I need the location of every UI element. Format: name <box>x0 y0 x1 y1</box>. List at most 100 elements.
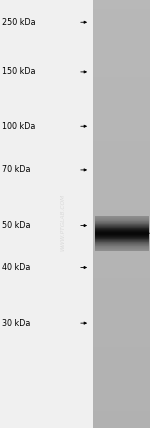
Bar <box>93 415 150 420</box>
Bar <box>94 237 148 238</box>
Bar <box>93 90 150 95</box>
Bar <box>94 248 148 249</box>
Bar <box>94 228 148 229</box>
Bar <box>93 419 150 425</box>
Bar <box>94 229 148 230</box>
Bar <box>93 116 150 121</box>
Bar <box>94 244 148 245</box>
Bar <box>94 224 148 225</box>
Bar <box>94 238 148 239</box>
Bar <box>94 217 148 218</box>
Bar <box>94 236 148 237</box>
Bar <box>93 389 150 395</box>
Bar <box>93 368 150 373</box>
Text: 30 kDa: 30 kDa <box>2 318 30 328</box>
Bar <box>93 257 150 262</box>
Bar <box>94 237 148 238</box>
Bar <box>93 103 150 108</box>
Bar <box>93 68 150 74</box>
Bar <box>93 347 150 352</box>
Bar <box>93 317 150 322</box>
Bar <box>94 240 148 241</box>
Bar <box>94 250 148 251</box>
Bar <box>93 86 150 91</box>
Bar <box>94 226 148 227</box>
Bar <box>93 43 150 48</box>
Bar <box>94 232 148 233</box>
Bar <box>94 227 148 228</box>
Bar <box>93 334 150 339</box>
Bar <box>93 287 150 292</box>
Bar <box>93 17 150 22</box>
Bar <box>93 124 150 129</box>
Bar <box>93 278 150 283</box>
Bar <box>93 30 150 35</box>
Bar <box>94 222 148 223</box>
Bar <box>93 372 150 377</box>
Text: 70 kDa: 70 kDa <box>2 165 30 175</box>
Bar <box>93 325 150 330</box>
Bar <box>94 231 148 232</box>
Bar <box>94 223 148 224</box>
Bar <box>94 239 148 240</box>
Bar <box>93 146 150 151</box>
Bar <box>93 291 150 296</box>
Bar <box>94 230 148 231</box>
Bar <box>93 265 150 270</box>
Bar <box>93 330 150 335</box>
Bar <box>93 188 150 193</box>
Bar <box>93 180 150 185</box>
Bar <box>93 0 150 5</box>
Bar <box>94 234 148 235</box>
Bar <box>93 342 150 348</box>
Bar <box>94 219 148 220</box>
Bar <box>94 231 148 232</box>
Bar <box>93 244 150 249</box>
Bar <box>93 364 150 369</box>
Bar <box>93 223 150 228</box>
Text: 50 kDa: 50 kDa <box>2 221 30 230</box>
Bar <box>94 234 148 235</box>
Bar <box>93 227 150 232</box>
Bar <box>94 249 148 250</box>
Bar <box>93 141 150 146</box>
Bar <box>93 381 150 386</box>
Bar <box>94 239 148 240</box>
Bar <box>93 197 150 202</box>
Bar <box>93 338 150 343</box>
Bar <box>94 226 148 227</box>
Bar <box>94 233 148 234</box>
Bar <box>94 247 148 248</box>
Text: WWW.PTGLAB.COM: WWW.PTGLAB.COM <box>60 194 66 251</box>
Bar <box>93 214 150 219</box>
Bar <box>93 175 150 181</box>
Bar <box>93 308 150 313</box>
Bar <box>93 77 150 82</box>
Text: 40 kDa: 40 kDa <box>2 263 30 272</box>
Bar <box>93 270 150 275</box>
Bar <box>94 233 148 234</box>
Bar <box>94 238 148 239</box>
Bar <box>93 295 150 300</box>
Bar <box>93 218 150 223</box>
Bar <box>93 94 150 99</box>
Bar <box>93 240 150 245</box>
Bar <box>94 241 148 242</box>
Bar <box>93 47 150 52</box>
Bar <box>94 224 148 226</box>
Bar <box>94 223 148 224</box>
Text: 150 kDa: 150 kDa <box>2 67 35 77</box>
Bar <box>93 26 150 31</box>
Bar <box>93 355 150 360</box>
Bar <box>93 300 150 305</box>
Bar <box>93 163 150 168</box>
Bar <box>93 351 150 356</box>
Bar <box>93 377 150 382</box>
Bar <box>93 154 150 159</box>
Bar <box>94 216 148 217</box>
Bar <box>93 120 150 125</box>
Bar <box>94 235 148 236</box>
Bar <box>94 240 148 241</box>
Bar <box>94 241 148 243</box>
Bar <box>94 245 148 246</box>
